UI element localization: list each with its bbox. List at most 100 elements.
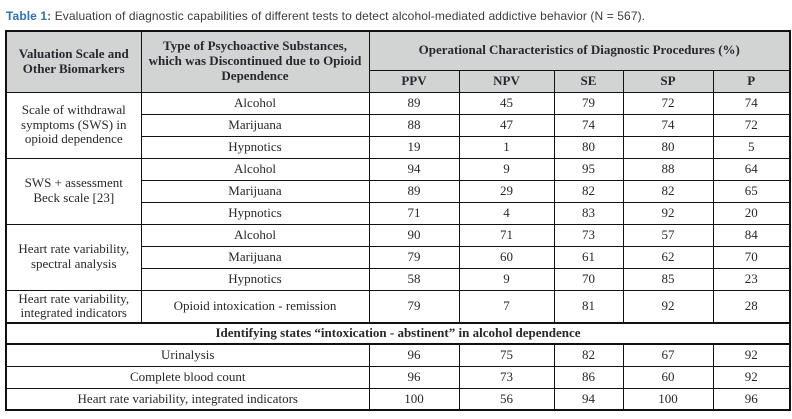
header-se: SE bbox=[553, 69, 624, 93]
substance-label: Hypnotics bbox=[140, 267, 370, 291]
metric-value: 92 bbox=[622, 289, 714, 324]
section-header-label: Identifying states “intoxication - absti… bbox=[5, 322, 791, 346]
metric-value: 79 bbox=[553, 91, 624, 115]
table-row: Urinalysis 96 75 82 67 92 bbox=[5, 343, 791, 367]
metric-value: 85 bbox=[622, 267, 714, 291]
metric-value: 70 bbox=[553, 267, 624, 291]
metric-value: 71 bbox=[368, 201, 460, 225]
substance-label: Hypnotics bbox=[140, 201, 370, 225]
metric-value: 72 bbox=[622, 91, 714, 115]
metric-value: 96 bbox=[368, 365, 460, 389]
table-row: Heart rate variability, spectral analysi… bbox=[5, 223, 791, 291]
section-header-row: Identifying states “intoxication - absti… bbox=[5, 322, 791, 346]
metric-value: 83 bbox=[553, 201, 624, 225]
metric-value: 80 bbox=[622, 135, 714, 159]
metric-value: 19 bbox=[368, 135, 460, 159]
scale-label: Heart rate variability, integrated indic… bbox=[5, 289, 142, 324]
metric-value: 28 bbox=[712, 289, 791, 324]
metric-value: 57 bbox=[622, 223, 714, 247]
metric-value: 74 bbox=[553, 113, 624, 137]
metric-value: 84 bbox=[712, 223, 791, 247]
metric-value: 56 bbox=[458, 387, 555, 411]
substance-label: Alcohol bbox=[140, 157, 370, 181]
header-valuation-scale: Valuation Scale and Other Biomarkers bbox=[5, 30, 142, 93]
metric-value: 67 bbox=[622, 343, 714, 367]
table-row: Scale of withdrawal symptoms (SWS) in op… bbox=[5, 91, 791, 159]
metric-value: 70 bbox=[712, 245, 791, 269]
metric-value: 88 bbox=[368, 113, 460, 137]
scale-label: Heart rate variability, spectral analysi… bbox=[5, 223, 142, 291]
metric-value: 94 bbox=[553, 387, 624, 411]
metric-value: 79 bbox=[368, 289, 460, 324]
substance-label: Marijuana bbox=[140, 179, 370, 203]
metric-value: 60 bbox=[622, 365, 714, 389]
metric-value: 89 bbox=[368, 91, 460, 115]
metric-value: 73 bbox=[553, 223, 624, 247]
substance-label: Marijuana bbox=[140, 245, 370, 269]
header-npv: NPV bbox=[458, 69, 555, 93]
metric-value: 86 bbox=[553, 365, 624, 389]
table-caption-text: Evaluation of diagnostic capabilities of… bbox=[54, 9, 646, 23]
metric-value: 9 bbox=[458, 157, 555, 181]
metric-value: 4 bbox=[458, 201, 555, 225]
metric-value: 96 bbox=[712, 387, 791, 411]
metric-value: 45 bbox=[458, 91, 555, 115]
metric-value: 74 bbox=[712, 91, 791, 115]
substance-label: Opioid intoxication - remission bbox=[140, 289, 370, 324]
header-substance-type: Type of Psychoactive Substances, which w… bbox=[140, 30, 370, 93]
metric-value: 90 bbox=[368, 223, 460, 247]
metric-value: 1 bbox=[458, 135, 555, 159]
table-row: Complete blood count 96 73 86 60 92 bbox=[5, 365, 791, 389]
metric-value: 9 bbox=[458, 267, 555, 291]
metric-value: 95 bbox=[553, 157, 624, 181]
scale-label: Scale of withdrawal symptoms (SWS) in op… bbox=[5, 91, 142, 159]
metric-value: 89 bbox=[368, 179, 460, 203]
table-header: Valuation Scale and Other Biomarkers Typ… bbox=[5, 30, 791, 93]
metric-value: 80 bbox=[553, 135, 624, 159]
metric-value: 29 bbox=[458, 179, 555, 203]
metric-value: 47 bbox=[458, 113, 555, 137]
metric-value: 92 bbox=[622, 201, 714, 225]
header-ppv: PPV bbox=[368, 69, 460, 93]
metric-value: 92 bbox=[712, 365, 791, 389]
table-row: SWS + assessment Beck scale [23] Alcohol 9… bbox=[5, 157, 791, 225]
metric-value: 100 bbox=[368, 387, 460, 411]
metric-value: 81 bbox=[553, 289, 624, 324]
metric-value: 96 bbox=[368, 343, 460, 367]
table-row: Marijuana 88 47 74 74 72 bbox=[6, 113, 791, 137]
metric-value: 73 bbox=[458, 365, 555, 389]
table-body: Scale of withdrawal symptoms (SWS) in op… bbox=[5, 91, 791, 411]
table-row: Hypnotics 71 4 83 92 20 bbox=[6, 201, 791, 225]
metric-value: 58 bbox=[368, 267, 460, 291]
metric-value: 61 bbox=[553, 245, 624, 269]
test-label: Heart rate variability, integrated indic… bbox=[5, 387, 370, 411]
metric-value: 79 bbox=[368, 245, 460, 269]
metric-value: 82 bbox=[553, 343, 624, 367]
table-row: Heart rate variability, integrated indic… bbox=[5, 387, 791, 411]
scale-label: SWS + assessment Beck scale [23] bbox=[5, 157, 142, 225]
metric-value: 82 bbox=[553, 179, 624, 203]
header-p: P bbox=[712, 69, 791, 93]
metric-value: 75 bbox=[458, 343, 555, 367]
header-row-top: Valuation Scale and Other Biomarkers Typ… bbox=[5, 30, 791, 93]
metric-value: 60 bbox=[458, 245, 555, 269]
table-row: Heart rate variability, integrated indic… bbox=[5, 289, 791, 324]
table-row: Hypnotics 58 9 70 85 23 bbox=[6, 267, 791, 291]
substance-label: Alcohol bbox=[140, 91, 370, 115]
metric-value: 20 bbox=[712, 201, 791, 225]
metric-value: 7 bbox=[458, 289, 555, 324]
metric-value: 100 bbox=[622, 387, 714, 411]
metric-value: 92 bbox=[712, 343, 791, 367]
metric-value: 23 bbox=[712, 267, 791, 291]
table-row: Hypnotics 19 1 80 80 5 bbox=[6, 135, 791, 159]
test-label: Urinalysis bbox=[5, 343, 370, 367]
test-label: Complete blood count bbox=[5, 365, 370, 389]
substance-label: Hypnotics bbox=[140, 135, 370, 159]
header-operational-characteristics: Operational Characteristics of Diagnosti… bbox=[368, 30, 791, 71]
metric-value: 5 bbox=[712, 135, 791, 159]
metric-value: 88 bbox=[622, 157, 714, 181]
metric-value: 82 bbox=[622, 179, 714, 203]
substance-label: Marijuana bbox=[140, 113, 370, 137]
metric-value: 94 bbox=[368, 157, 460, 181]
